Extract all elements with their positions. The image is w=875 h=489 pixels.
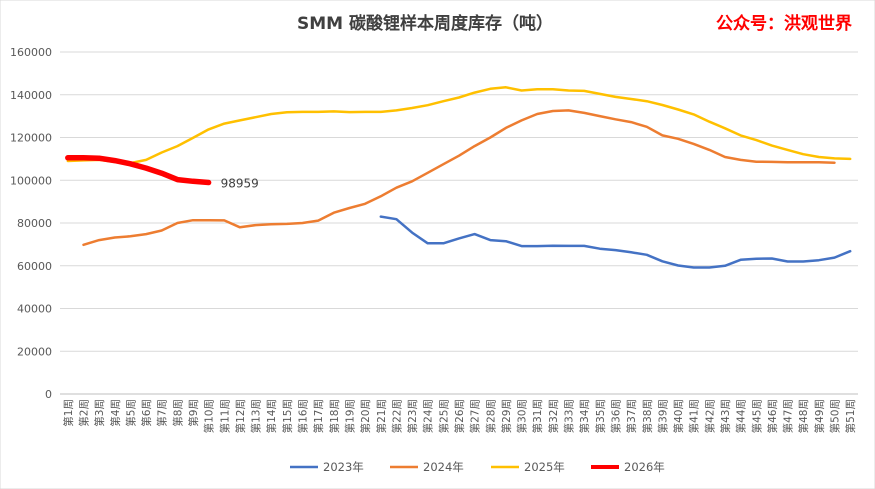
legend-label: 2025年	[524, 460, 565, 474]
x-tick-label: 第51周	[844, 399, 857, 433]
x-tick-label: 第27周	[469, 399, 482, 433]
legend-label: 2024年	[423, 460, 464, 474]
x-tick-label: 第40周	[672, 399, 685, 433]
y-tick-label: 20000	[17, 345, 52, 358]
x-tick-label: 第25周	[437, 399, 450, 433]
x-tick-label: 第13周	[250, 399, 263, 433]
x-tick-label: 第34周	[578, 399, 591, 433]
x-tick-label: 第28周	[484, 399, 497, 433]
x-tick-label: 第43周	[719, 399, 732, 433]
x-tick-label: 第42周	[703, 399, 716, 433]
x-tick-label: 第22周	[390, 399, 403, 433]
x-tick-label: 第2周	[77, 399, 90, 427]
legend-label: 2023年	[323, 460, 364, 474]
x-tick-label: 第36周	[609, 399, 622, 433]
series-line-2026年	[65, 155, 212, 186]
x-tick-label: 第49周	[813, 399, 826, 433]
y-tick-label: 120000	[10, 132, 52, 145]
x-tick-label: 第1周	[62, 399, 75, 427]
y-tick-label: 80000	[17, 217, 52, 230]
x-tick-label: 第10周	[203, 399, 216, 433]
x-tick-label: 第35周	[594, 399, 607, 433]
x-axis: 第1周 第2周 第3周 第4周 第5周 第6周 第7周 第8周 第9周 第10周 第11周 第12周第…	[60, 393, 858, 433]
x-tick-label: 第3周	[93, 399, 106, 427]
y-tick-label: 60000	[17, 260, 52, 273]
x-tick-label: 第46周	[766, 399, 779, 433]
x-tick-label: 第48周	[797, 399, 810, 433]
x-tick-label: 第31周	[531, 399, 544, 433]
y-tick-label: 140000	[10, 89, 52, 102]
data-label: 98959	[221, 176, 259, 190]
x-tick-label: 第41周	[688, 399, 701, 433]
x-tick-label: 第15周	[281, 399, 294, 433]
x-tick-label: 第45周	[750, 399, 763, 433]
brand-label: 公众号：洪观世界	[716, 13, 852, 34]
x-tick-label: 第23周	[406, 399, 419, 433]
x-tick-label: 第19周	[343, 399, 356, 433]
x-tick-label: 第26周	[453, 399, 466, 433]
series-lines	[65, 86, 852, 269]
y-tick-label: 160000	[10, 46, 52, 59]
annotations: 98959	[221, 176, 259, 190]
x-tick-label: 第50周	[829, 399, 842, 433]
x-tick-label: 第30周	[516, 399, 529, 433]
chart-title: SMM 碳酸锂样本周度库存（吨）	[297, 13, 553, 34]
x-tick-label: 第21周	[375, 399, 388, 433]
x-tick-label: 第18周	[328, 399, 341, 433]
x-tick-label: 第4周	[109, 399, 122, 427]
x-tick-label: 第11周	[218, 399, 231, 433]
x-tick-label: 第6周	[140, 399, 153, 427]
x-tick-label: 第29周	[500, 399, 513, 433]
y-tick-label: 100000	[10, 174, 52, 187]
legend: 2023年 2024年 2025年 2026年	[290, 460, 665, 474]
x-tick-label: 第44周	[735, 399, 748, 433]
y-tick-label: 0	[45, 388, 52, 401]
y-tick-label: 40000	[17, 303, 52, 316]
series-line-2023年	[379, 215, 852, 269]
x-tick-label: 第9周	[187, 399, 200, 427]
x-tick-label: 第47周	[782, 399, 795, 433]
y-axis: 0 20000 40000 60000 80000 100000 120000 140000 1…	[10, 46, 52, 401]
series-line-2025年	[66, 86, 852, 165]
x-tick-label: 第38周	[641, 399, 654, 433]
x-tick-label: 第17周	[312, 399, 325, 433]
x-tick-label: 第12周	[234, 399, 247, 433]
x-tick-label: 第37周	[625, 399, 638, 433]
x-tick-label: 第24周	[422, 399, 435, 433]
x-tick-label: 第5周	[124, 399, 137, 427]
x-tick-label: 第7周	[156, 399, 169, 427]
x-tick-label: 第33周	[563, 399, 576, 433]
x-tick-label: 第8周	[171, 399, 184, 427]
x-tick-label: 第32周	[547, 399, 560, 433]
series-line-2024年	[82, 109, 836, 247]
x-tick-label: 第14周	[265, 399, 278, 433]
x-tick-label: 第39周	[656, 399, 669, 433]
x-tick-label: 第16周	[297, 399, 310, 433]
legend-label: 2026年	[624, 460, 665, 474]
x-tick-label: 第20周	[359, 399, 372, 433]
